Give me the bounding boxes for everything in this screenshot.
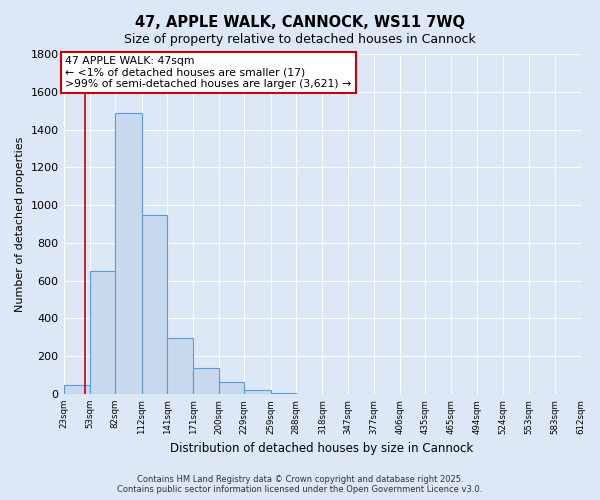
Text: 47, APPLE WALK, CANNOCK, WS11 7WQ: 47, APPLE WALK, CANNOCK, WS11 7WQ: [135, 15, 465, 30]
Bar: [219, 382, 244, 394]
Bar: [271, 393, 296, 394]
Bar: [115, 112, 142, 394]
Text: Contains HM Land Registry data © Crown copyright and database right 2025.
Contai: Contains HM Land Registry data © Crown c…: [118, 474, 482, 494]
Text: Size of property relative to detached houses in Cannock: Size of property relative to detached ho…: [124, 32, 476, 46]
Bar: [90, 271, 115, 394]
X-axis label: Distribution of detached houses by size in Cannock: Distribution of detached houses by size …: [170, 442, 473, 455]
Bar: [193, 368, 219, 394]
Bar: [64, 386, 90, 394]
Bar: [167, 338, 193, 394]
Bar: [244, 390, 271, 394]
Y-axis label: Number of detached properties: Number of detached properties: [15, 136, 25, 312]
Text: 47 APPLE WALK: 47sqm
← <1% of detached houses are smaller (17)
>99% of semi-deta: 47 APPLE WALK: 47sqm ← <1% of detached h…: [65, 56, 352, 89]
Bar: [142, 214, 167, 394]
